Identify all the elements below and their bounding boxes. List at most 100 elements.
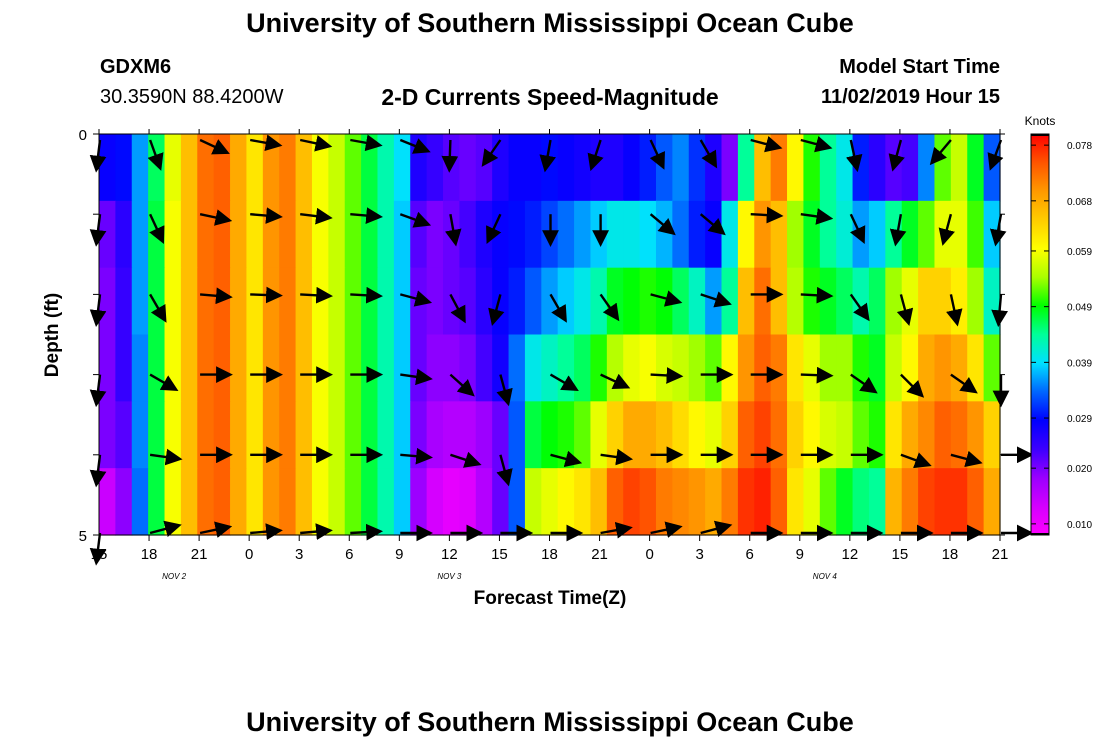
heat-cell xyxy=(279,468,297,536)
heat-cell xyxy=(901,134,919,202)
heat-cell xyxy=(377,134,395,202)
heat-cell xyxy=(770,267,788,336)
heat-cell xyxy=(443,401,460,469)
heat-cell xyxy=(279,134,297,202)
heat-cell xyxy=(131,401,149,469)
heat-cell xyxy=(344,468,362,536)
current-arrow xyxy=(849,293,870,322)
heat-cell xyxy=(393,401,411,469)
heat-cell xyxy=(475,200,493,269)
heat-cell xyxy=(148,267,166,336)
heat-cell xyxy=(688,334,706,402)
x-tick-label: 0 xyxy=(645,546,653,563)
current-arrow xyxy=(938,213,955,246)
heat-cell xyxy=(655,200,673,269)
heat-cell xyxy=(230,401,248,469)
heat-cell xyxy=(770,334,788,402)
heat-cell xyxy=(262,468,280,536)
heat-cell xyxy=(361,200,379,269)
heat-cell xyxy=(918,401,936,469)
heat-cell xyxy=(606,267,624,336)
current-arrow xyxy=(889,213,907,247)
heat-cell xyxy=(197,468,215,536)
heat-cell xyxy=(934,334,952,402)
heat-cell xyxy=(492,401,510,469)
current-arrow xyxy=(249,134,283,152)
current-arrow xyxy=(250,207,283,224)
heat-cell xyxy=(328,200,346,269)
heat-cell xyxy=(967,267,985,336)
current-arrow xyxy=(896,294,914,327)
heat-cell xyxy=(230,267,248,336)
heat-cell xyxy=(328,267,346,336)
heat-cell xyxy=(557,134,575,202)
heat-cell xyxy=(737,267,755,336)
heat-cell xyxy=(705,334,723,402)
current-arrow xyxy=(587,139,604,172)
heat-cell xyxy=(623,134,641,202)
heat-cell xyxy=(279,401,297,469)
heat-cell xyxy=(721,200,739,269)
heat-cell xyxy=(443,200,460,269)
heat-cell xyxy=(213,134,231,202)
heat-cell xyxy=(246,134,264,202)
heat-cell xyxy=(246,334,264,402)
heat-cell xyxy=(836,468,854,536)
heat-cell xyxy=(688,267,706,336)
heat-cell xyxy=(655,134,673,202)
heat-cell xyxy=(557,334,575,402)
heat-cell xyxy=(180,200,198,269)
current-arrow xyxy=(399,211,432,228)
current-arrow xyxy=(449,373,475,397)
heat-cell xyxy=(721,334,739,402)
current-arrow xyxy=(441,139,459,173)
heat-cell xyxy=(770,401,788,469)
heat-cell xyxy=(344,200,362,269)
current-arrow xyxy=(650,521,683,538)
current-arrow xyxy=(539,139,556,173)
heat-cell xyxy=(590,401,608,469)
colorbar-tick-label: 0.039 xyxy=(1067,358,1092,369)
x-tick-label: 15 xyxy=(91,546,108,563)
heat-cell xyxy=(180,334,198,402)
heat-cell xyxy=(787,334,805,402)
current-arrow xyxy=(650,367,684,384)
current-arrow xyxy=(649,213,676,236)
heat-cell xyxy=(410,468,428,536)
current-arrow xyxy=(800,208,834,225)
heat-cell xyxy=(590,468,608,536)
heat-cell xyxy=(443,468,460,536)
heat-cell xyxy=(328,134,346,202)
current-arrow xyxy=(449,293,466,324)
heat-cell xyxy=(885,200,903,269)
heat-cell xyxy=(836,267,854,336)
heat-cell xyxy=(99,334,116,402)
current-arrow xyxy=(486,213,502,244)
heat-cell xyxy=(852,334,870,402)
current-arrow xyxy=(199,138,230,155)
model-start-label: Model Start Time xyxy=(839,56,1000,78)
current-arrow xyxy=(550,450,583,468)
heat-cell xyxy=(508,134,526,202)
heat-cell xyxy=(852,401,870,469)
heat-cell xyxy=(213,200,231,269)
current-arrow xyxy=(600,521,633,539)
heat-cell xyxy=(148,334,166,402)
heat-cell xyxy=(803,267,821,336)
heat-cell xyxy=(819,267,837,336)
heat-cell xyxy=(213,401,231,469)
heat-cell xyxy=(934,267,952,336)
heat-cell xyxy=(819,468,837,536)
heat-cell xyxy=(393,468,411,536)
heat-cell xyxy=(311,334,329,402)
heat-cell xyxy=(295,401,313,469)
heat-cell xyxy=(99,267,116,336)
current-arrow xyxy=(400,447,433,465)
heat-cell xyxy=(803,200,821,269)
heat-cell xyxy=(361,334,379,402)
heat-cell xyxy=(852,134,870,202)
heat-cell xyxy=(672,334,690,402)
heat-cell xyxy=(885,401,903,469)
heat-cell xyxy=(459,200,477,269)
heat-cell xyxy=(672,468,690,536)
